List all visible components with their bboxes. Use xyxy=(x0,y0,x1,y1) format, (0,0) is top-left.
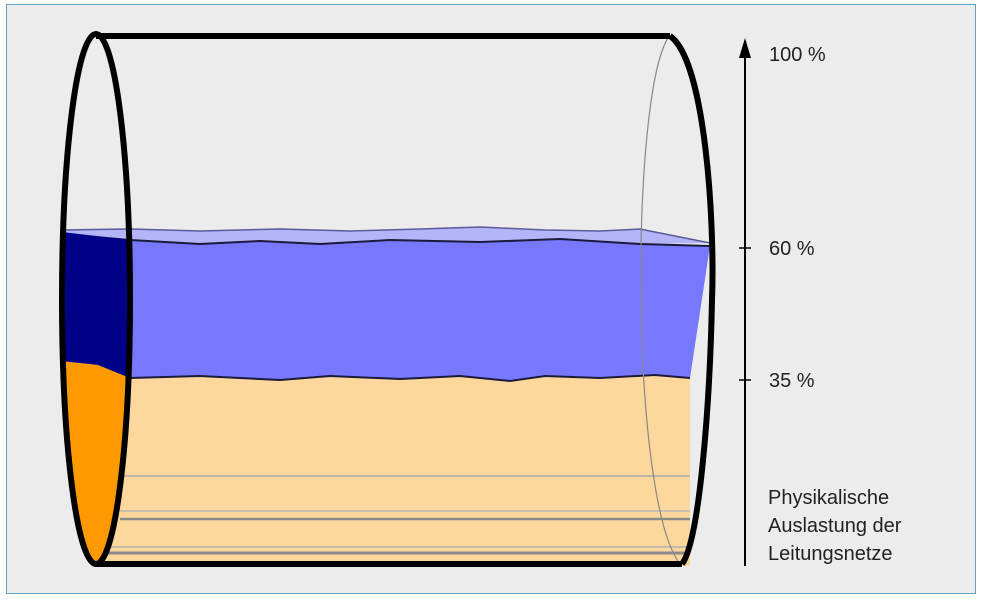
upper-layer-surface xyxy=(62,227,710,244)
scale-axis: 100 % 60 % 35 % Physikalische Auslastung… xyxy=(739,38,902,566)
upper-top-line xyxy=(61,226,711,244)
upper-layer-body xyxy=(98,232,710,381)
lower-layer-body xyxy=(98,365,690,566)
scale-arrow-icon xyxy=(739,38,751,58)
lower-layer-lines xyxy=(105,475,690,555)
scale-label-60: 60 % xyxy=(769,238,815,260)
right-end-cap-back xyxy=(640,37,681,565)
scale-label-35: 35 % xyxy=(769,370,815,392)
caption-line-1: Physikalische xyxy=(768,487,889,509)
layer-boundary-line xyxy=(97,364,691,383)
scale-top-label: 100 % xyxy=(769,44,826,66)
upper-surface-line xyxy=(61,233,711,247)
cylinder-outline xyxy=(59,31,716,567)
caption-line-2: Auslastung der xyxy=(768,515,902,537)
caption-line-3: Leitungsnetze xyxy=(768,543,893,565)
right-end-outline xyxy=(668,33,716,566)
left-cap-upper xyxy=(62,232,130,378)
